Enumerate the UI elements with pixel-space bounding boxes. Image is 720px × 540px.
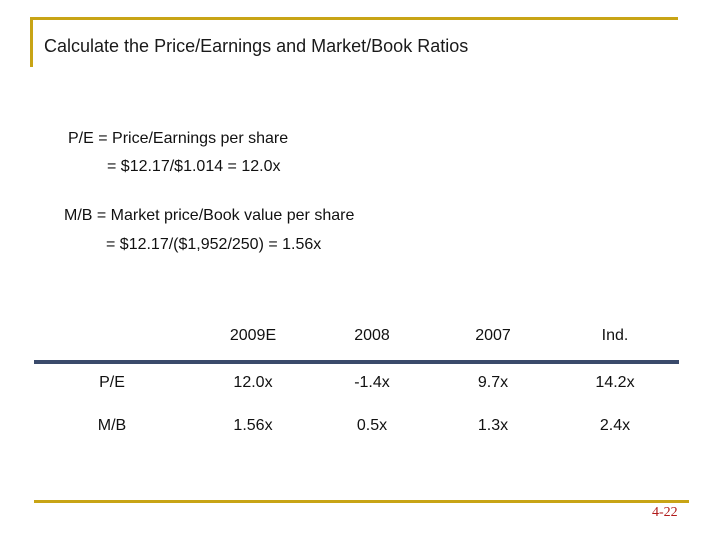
table-row-label-pe: P/E: [99, 374, 125, 391]
table-cell-mb-2007: 1.3x: [477, 417, 509, 434]
mb-formula-line-2: = $12.17/($1,952/250) = 1.56x: [106, 236, 322, 253]
table-header-2007: 2007: [475, 327, 511, 344]
table-cell-pe-2009e: 12.0x: [233, 374, 273, 391]
pe-formula-line-2: = $12.17/$1.014 = 12.0x: [107, 158, 281, 175]
table-cell-pe-2007: 9.7x: [477, 374, 509, 391]
table-header-divider: [34, 360, 679, 364]
table-row-label-mb: M/B: [97, 417, 127, 434]
table-header-ind: Ind.: [601, 327, 629, 344]
pe-formula-line-1: P/E = Price/Earnings per share: [68, 130, 289, 147]
table-cell-pe-2008: -1.4x: [354, 374, 390, 391]
mb-formula-line-1: M/B = Market price/Book value per share: [64, 207, 355, 224]
table-cell-pe-ind: 14.2x: [595, 374, 635, 391]
slide-title: Calculate the Price/Earnings and Market/…: [44, 36, 469, 56]
table-cell-mb-2008: 0.5x: [356, 417, 388, 434]
top-accent-line: [30, 17, 678, 20]
page-number: 4-22: [652, 505, 678, 520]
table-header-2009e: 2009E: [229, 327, 277, 344]
table-header-2008: 2008: [354, 327, 390, 344]
table-cell-mb-ind: 2.4x: [599, 417, 631, 434]
left-accent-line: [30, 17, 33, 67]
table-cell-mb-2009e: 1.56x: [233, 417, 273, 434]
bottom-accent-line: [34, 500, 689, 503]
